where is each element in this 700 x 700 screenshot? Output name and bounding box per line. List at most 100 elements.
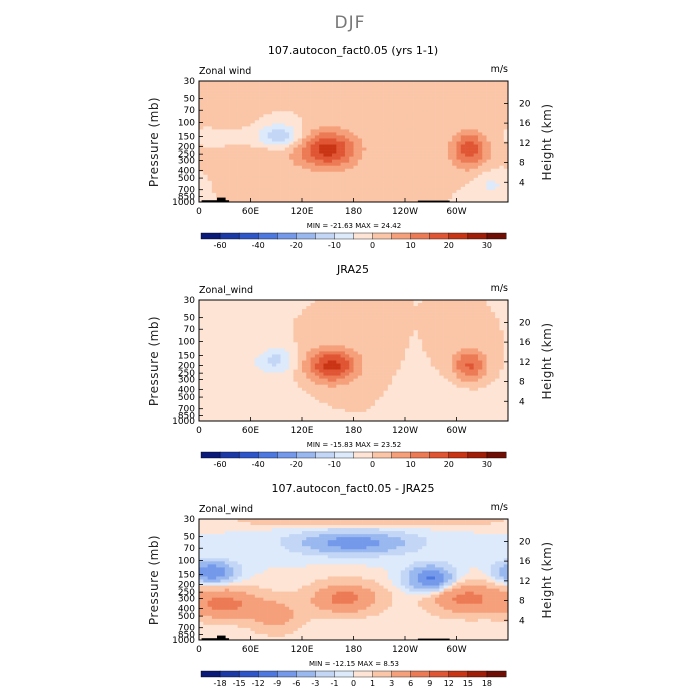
panel-1-field-cell bbox=[396, 192, 402, 197]
panel-1-field-cell bbox=[241, 183, 247, 188]
panel-1-field-cell bbox=[443, 96, 449, 100]
panel-2-field-cell bbox=[280, 372, 286, 376]
panel-1-field-cell bbox=[216, 96, 221, 100]
panel-2-field-cell bbox=[473, 342, 479, 346]
panel-2-field-cell bbox=[314, 327, 320, 331]
panel-2-field-cell bbox=[293, 354, 299, 358]
panel-1-field-cell bbox=[447, 174, 453, 179]
panel-1-field-cell bbox=[250, 171, 256, 176]
panel-1-field-cell bbox=[289, 153, 294, 157]
panel-1-field-cell bbox=[220, 105, 226, 109]
panel-1-field-cell bbox=[271, 108, 277, 112]
panel-1-field-cell bbox=[306, 90, 311, 94]
panel-1-field-cell bbox=[400, 195, 406, 200]
panel-2-field-cell bbox=[216, 351, 221, 355]
panel-1-field-cell bbox=[482, 132, 487, 136]
panel-2-field-cell bbox=[409, 360, 414, 364]
panel-2-field-cell bbox=[310, 366, 316, 370]
panel-1-field-cell bbox=[246, 99, 251, 103]
panel-1-field-cell bbox=[469, 171, 474, 176]
panel-1-field-cell bbox=[314, 111, 320, 115]
panel-2-field-cell bbox=[203, 366, 208, 370]
panel-1-field-cell bbox=[482, 177, 487, 182]
panel-1-field-cell bbox=[396, 111, 402, 115]
panel-1-field-cell bbox=[439, 150, 444, 154]
panel-2-field-cell bbox=[357, 306, 363, 310]
panel-2-field-cell bbox=[392, 315, 397, 319]
panel-1-field-cell bbox=[302, 117, 307, 121]
panel-1-field-cell bbox=[224, 162, 230, 166]
panel-1-field-cell bbox=[293, 114, 299, 118]
panel-1-field-cell bbox=[443, 108, 449, 112]
panel-1-field-cell bbox=[314, 93, 320, 97]
panel-1-field-cell bbox=[340, 126, 346, 130]
panel-1-field-cell bbox=[319, 186, 324, 191]
panel-1-field-cell bbox=[374, 165, 380, 170]
panel-2-field-cell bbox=[499, 363, 505, 367]
panel-1-field-cell bbox=[422, 129, 427, 133]
panel-2-field-cell bbox=[499, 378, 505, 382]
panel-2-field-cell bbox=[430, 345, 436, 349]
panel-1-field-cell bbox=[473, 141, 479, 145]
panel-2-field-cell bbox=[203, 333, 208, 337]
panel-1-field-cell bbox=[362, 180, 367, 185]
panel-1-field-cell bbox=[314, 186, 320, 191]
panel-1-field-cell bbox=[203, 165, 208, 170]
panel-1-field-cell bbox=[250, 192, 256, 197]
panel-2-field-cell bbox=[336, 318, 341, 322]
panel-1-field-cell bbox=[229, 174, 234, 179]
panel-2-field-cell bbox=[246, 348, 251, 352]
panel-1-field-cell bbox=[469, 96, 474, 100]
panel-2-field-cell bbox=[276, 303, 281, 307]
panel-1-field-cell bbox=[456, 129, 462, 133]
panel-1-field-cell bbox=[216, 177, 221, 182]
panel-1-field-cell bbox=[357, 132, 363, 136]
panel-1-field-cell bbox=[383, 90, 389, 94]
panel-1-field-cell bbox=[211, 117, 217, 121]
panel-1-field-cell bbox=[422, 180, 427, 185]
panel-1-field-cell bbox=[435, 96, 440, 100]
panel-1-ytick-right-label: 12 bbox=[519, 139, 530, 149]
panel-2-field-cell bbox=[250, 375, 256, 379]
panel-2-field-cell bbox=[220, 354, 226, 358]
panel-1-field-cell bbox=[216, 141, 221, 145]
panel-2-field-cell bbox=[267, 339, 273, 343]
panel-2-field-cell bbox=[336, 354, 341, 358]
panel-2-field-cell bbox=[211, 336, 217, 340]
panel-2-field-cell bbox=[276, 348, 281, 352]
panel-1-field-cell bbox=[387, 96, 393, 100]
panel-2-field-cell bbox=[357, 315, 363, 319]
panel-1-field-cell bbox=[353, 192, 359, 197]
panel-1-field-cell bbox=[435, 162, 440, 166]
panel-1-field-cell bbox=[473, 138, 479, 142]
panel-1-field-cell bbox=[379, 96, 384, 100]
panel-1-field-cell bbox=[293, 162, 299, 166]
panel-1-field-cell bbox=[319, 111, 324, 115]
panel-1-field-cell bbox=[417, 165, 423, 170]
panel-1-field-cell bbox=[473, 96, 479, 100]
panel-1-field-cell bbox=[314, 129, 320, 133]
panel-2-field-cell bbox=[263, 360, 268, 364]
panel-2-field-cell bbox=[379, 372, 384, 376]
panel-1-field-cell bbox=[482, 186, 487, 191]
panel-2-field-cell bbox=[499, 351, 505, 355]
panel-2-field-cell bbox=[237, 315, 243, 319]
panel-1-field-cell bbox=[362, 171, 367, 176]
panel-2-field-cell bbox=[332, 321, 337, 325]
panel-1-field-cell bbox=[473, 150, 479, 154]
panel-1-field-cell bbox=[396, 180, 402, 185]
panel-1-field-cell bbox=[405, 120, 410, 124]
panel-1-field-cell bbox=[456, 153, 462, 157]
panel-2-field-cell bbox=[306, 357, 311, 361]
panel-2-field-cell bbox=[443, 378, 449, 382]
panel-1-field-cell bbox=[203, 114, 208, 118]
panel-2-field-cell bbox=[224, 351, 230, 355]
panel-1-field-cell bbox=[396, 198, 402, 202]
panel-2-field-cell bbox=[349, 375, 354, 379]
panel-1-field-cell bbox=[241, 150, 247, 154]
panel-1-field-cell bbox=[250, 126, 256, 130]
panel-1-field-cell bbox=[473, 132, 479, 136]
panel-2-field-cell bbox=[499, 369, 505, 373]
panel-1-field-cell bbox=[250, 135, 256, 139]
